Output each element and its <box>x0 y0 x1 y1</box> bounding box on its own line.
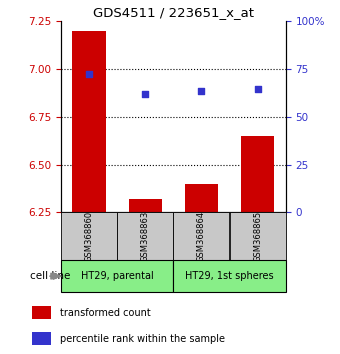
Bar <box>185 184 218 212</box>
Bar <box>230 212 286 260</box>
Bar <box>32 306 51 319</box>
Text: HT29, 1st spheres: HT29, 1st spheres <box>185 271 274 281</box>
Text: percentile rank within the sample: percentile rank within the sample <box>60 335 225 344</box>
Text: GSM368863: GSM368863 <box>141 211 150 262</box>
Bar <box>61 260 173 292</box>
Title: GDS4511 / 223651_x_at: GDS4511 / 223651_x_at <box>93 6 254 19</box>
Text: GSM368860: GSM368860 <box>85 211 94 262</box>
Bar <box>129 199 162 212</box>
Text: GSM368865: GSM368865 <box>253 211 262 262</box>
Point <box>255 86 260 92</box>
Text: HT29, parental: HT29, parental <box>81 271 154 281</box>
Bar <box>72 31 106 212</box>
Text: GSM368864: GSM368864 <box>197 211 206 262</box>
Bar <box>117 212 173 260</box>
Point <box>199 88 204 94</box>
Bar <box>173 260 286 292</box>
Point <box>143 91 148 97</box>
Bar <box>173 212 230 260</box>
Text: transformed count: transformed count <box>60 308 151 318</box>
Text: cell line: cell line <box>30 271 71 281</box>
Bar <box>61 212 117 260</box>
Bar <box>241 136 274 212</box>
Point <box>86 72 92 77</box>
Bar <box>32 332 51 345</box>
